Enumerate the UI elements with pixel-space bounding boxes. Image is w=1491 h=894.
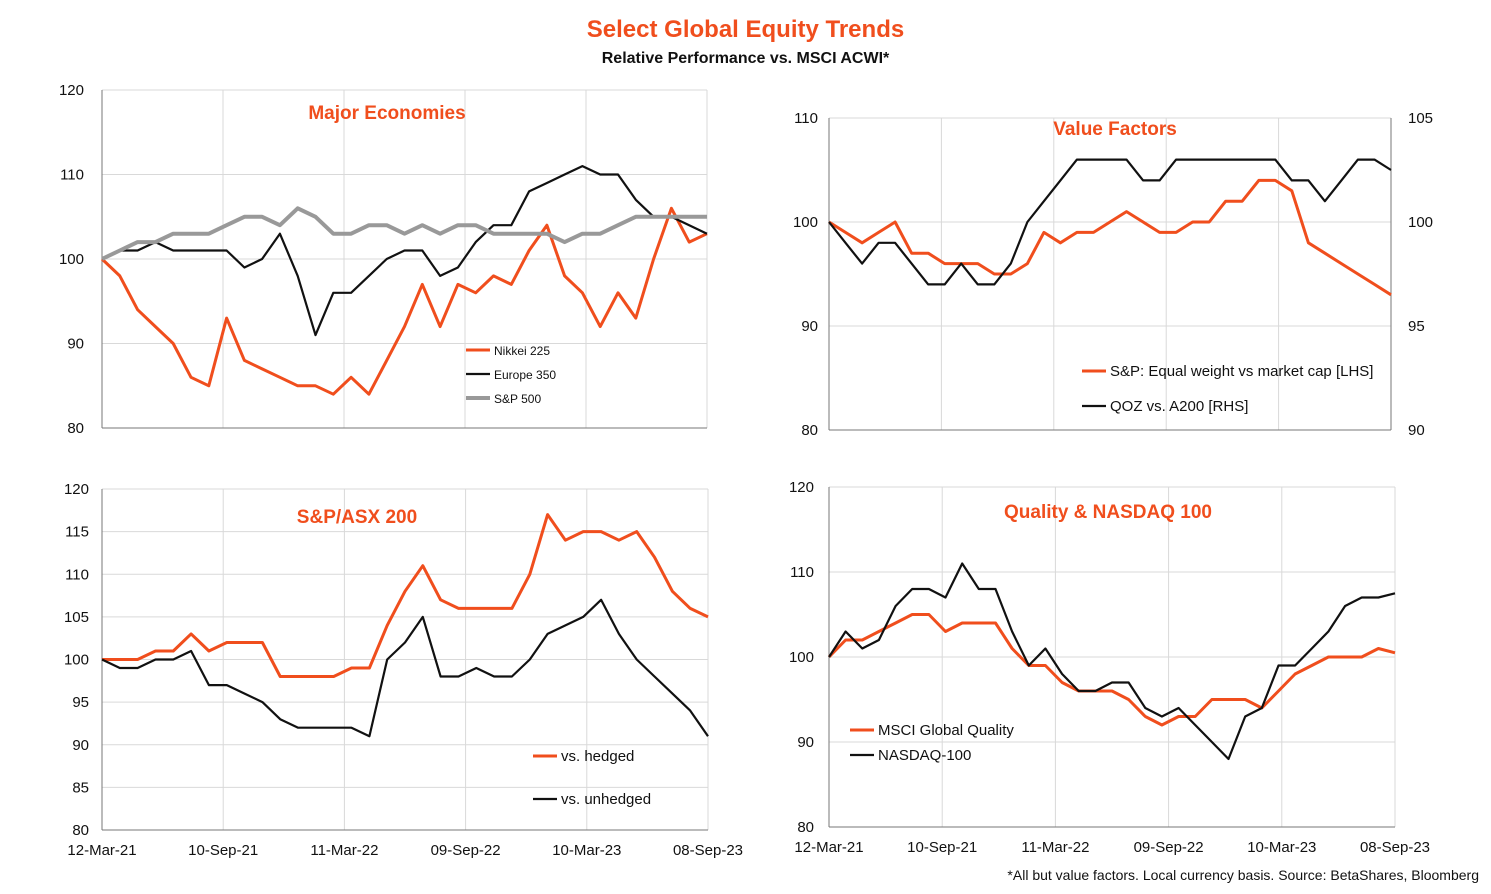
- y-tick-label: 80: [67, 420, 84, 437]
- legend-label: vs. unhedged: [561, 791, 651, 808]
- y-tick-label: 90: [801, 318, 818, 335]
- y-tick-label: 110: [65, 566, 89, 583]
- legend-label: Nikkei 225: [494, 344, 550, 358]
- series-line-orange: [827, 613, 1396, 727]
- legend-label: MSCI Global Quality: [878, 722, 1014, 739]
- y-tick-label: 100: [59, 251, 84, 268]
- series-line-black: [828, 158, 1392, 286]
- y-tick-label: 90: [797, 734, 814, 751]
- chart-title: Value Factors: [1053, 119, 1177, 140]
- legend-label: QOZ vs. A200 [RHS]: [1110, 398, 1248, 415]
- footnote: *All but value factors. Local currency b…: [1007, 867, 1479, 883]
- y2-tick-label: 95: [1408, 318, 1425, 335]
- y-tick-label: 105: [64, 609, 89, 626]
- x-tick-label: 09-Sep-22: [1134, 839, 1204, 856]
- series-line-orange: [100, 206, 708, 396]
- x-tick-label: 10-Sep-21: [907, 839, 977, 856]
- y-tick-label: 100: [793, 214, 818, 231]
- y-tick-label: 115: [65, 524, 89, 541]
- y-tick-label: 110: [794, 110, 818, 127]
- x-tick-label: 09-Sep-22: [431, 842, 501, 859]
- y-tick-label: 80: [801, 422, 818, 439]
- y-tick-label: 80: [72, 822, 89, 839]
- series-line-black: [828, 562, 1396, 761]
- legend-label: S&P 500: [494, 392, 541, 406]
- series-line-orange: [102, 513, 709, 678]
- chart-title: Quality & NASDAQ 100: [1004, 502, 1212, 523]
- x-tick-label: 10-Mar-23: [552, 842, 621, 859]
- x-tick-label: 08-Sep-23: [673, 842, 743, 859]
- legend-label: S&P: Equal weight vs market cap [LHS]: [1110, 363, 1373, 380]
- x-tick-label: 12-Mar-21: [67, 842, 136, 859]
- y-tick-label: 90: [67, 336, 84, 353]
- y-tick-label: 80: [797, 819, 814, 836]
- y2-tick-label: 90: [1408, 422, 1425, 439]
- page-subtitle: Relative Performance vs. MSCI ACWI*: [601, 50, 890, 67]
- x-tick-label: 08-Sep-23: [1360, 839, 1430, 856]
- legend-label: vs. hedged: [561, 748, 634, 765]
- legend-label: NASDAQ-100: [878, 747, 971, 764]
- y-tick-label: 90: [72, 737, 89, 754]
- chart-title: S&P/ASX 200: [297, 507, 417, 528]
- y-tick-label: 100: [789, 649, 814, 666]
- y-tick-label: 120: [789, 479, 814, 496]
- y-tick-label: 120: [64, 481, 89, 498]
- y-tick-label: 100: [64, 652, 89, 669]
- chart-title: Major Economies: [308, 103, 465, 124]
- y-tick-label: 95: [72, 694, 89, 711]
- x-tick-label: 10-Sep-21: [188, 842, 258, 859]
- series-line-gray: [101, 206, 707, 261]
- x-tick-label: 11-Mar-22: [310, 842, 378, 859]
- x-tick-label: 11-Mar-22: [1021, 839, 1089, 856]
- legend-label: Europe 350: [494, 368, 556, 382]
- x-tick-label: 10-Mar-23: [1247, 839, 1316, 856]
- page-title: Select Global Equity Trends: [586, 16, 905, 43]
- y-tick-label: 85: [72, 779, 89, 796]
- y-tick-label: 110: [60, 167, 84, 184]
- series-line-black: [101, 165, 708, 337]
- series-line-black: [101, 598, 709, 738]
- y-tick-label: 110: [790, 564, 814, 581]
- y2-tick-label: 105: [1408, 110, 1433, 127]
- series-line-orange: [828, 178, 1392, 297]
- y-tick-label: 120: [59, 82, 84, 99]
- y2-tick-label: 100: [1408, 214, 1433, 231]
- x-tick-label: 12-Mar-21: [794, 839, 863, 856]
